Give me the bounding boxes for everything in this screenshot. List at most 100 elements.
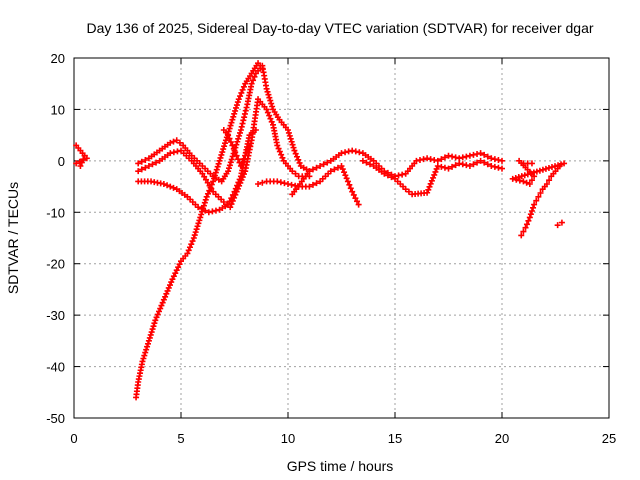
data-point-marker <box>266 112 273 119</box>
data-point-marker <box>526 181 533 187</box>
data-point-marker <box>144 343 151 350</box>
data-point-marker <box>542 165 549 172</box>
data-point-marker <box>354 198 361 205</box>
data-point-marker <box>350 191 357 198</box>
data-point-marker <box>535 193 542 200</box>
data-point-marker <box>232 149 239 156</box>
data-point-marker <box>204 190 211 197</box>
data-point-marker <box>240 83 247 90</box>
data-point-marker <box>206 182 213 189</box>
data-point-marker <box>426 183 433 190</box>
data-point-marker <box>313 164 320 171</box>
data-point-marker <box>388 174 395 181</box>
data-point-marker <box>195 204 202 211</box>
data-point-marker <box>346 181 353 188</box>
data-point-marker <box>201 173 208 180</box>
data-point-marker <box>516 157 523 164</box>
data-point-marker <box>201 199 208 206</box>
data-point-marker <box>239 120 246 127</box>
data-point-marker <box>433 165 440 172</box>
data-point-marker <box>381 170 388 177</box>
data-point-marker <box>477 150 484 157</box>
data-point-marker <box>202 196 209 203</box>
data-point-marker <box>289 168 296 175</box>
data-point-marker <box>73 160 80 167</box>
data-point-marker <box>237 163 244 169</box>
data-point-marker <box>285 181 291 187</box>
data-point-marker <box>208 185 215 192</box>
data-point-marker <box>249 129 256 136</box>
data-point-marker <box>341 169 348 176</box>
data-point-marker <box>456 155 463 162</box>
data-point-marker <box>324 159 331 166</box>
data-point-marker <box>217 154 224 161</box>
x-tick-label: 0 <box>70 431 77 446</box>
data-point-marker <box>527 211 534 218</box>
data-point-marker <box>259 179 266 186</box>
data-point-marker <box>135 168 142 175</box>
x-axis-label: GPS time / hours <box>287 458 394 474</box>
data-point-marker <box>491 163 498 170</box>
data-point-marker <box>145 337 152 344</box>
data-point-marker <box>268 100 275 107</box>
data-point-marker <box>226 198 233 205</box>
data-point-marker <box>144 340 151 347</box>
data-point-marker <box>521 172 528 179</box>
data-point-marker <box>173 267 180 274</box>
data-point-marker <box>241 110 248 117</box>
data-point-marker <box>222 140 229 147</box>
y-tick-label: -20 <box>46 257 65 272</box>
data-point-marker <box>240 156 247 163</box>
data-point-marker <box>184 250 191 257</box>
data-point-marker <box>413 157 420 164</box>
data-point-marker <box>295 156 302 163</box>
data-point-marker <box>530 204 537 211</box>
data-point-marker <box>313 180 320 187</box>
data-point-marker <box>167 139 174 146</box>
data-point-marker <box>235 96 242 103</box>
data-point-marker <box>210 178 217 185</box>
data-point-marker <box>558 161 565 168</box>
data-point-marker <box>342 172 349 179</box>
data-point-marker <box>266 94 273 101</box>
data-point-marker <box>233 102 240 109</box>
data-point-marker <box>263 106 270 113</box>
data-point-marker <box>491 156 498 163</box>
data-point-marker <box>520 228 527 235</box>
data-point-marker <box>452 154 459 161</box>
data-point-marker <box>432 168 439 175</box>
data-point-marker <box>242 107 249 114</box>
y-axis-label: SDTVAR / TECUs <box>5 182 21 294</box>
data-point-marker <box>526 214 533 221</box>
data-point-marker <box>229 142 236 149</box>
data-point-marker <box>459 154 466 161</box>
data-point-marker <box>339 166 346 173</box>
data-point-marker <box>239 159 246 166</box>
data-point-marker <box>202 207 209 214</box>
data-point-marker <box>481 151 488 158</box>
data-point-marker <box>275 145 282 152</box>
data-point-marker <box>227 139 234 145</box>
data-point-marker <box>230 145 237 152</box>
data-point-marker <box>252 127 259 133</box>
data-point-marker <box>278 151 285 158</box>
data-point-marker <box>234 182 241 189</box>
data-point-marker <box>236 132 243 139</box>
data-point-marker <box>338 150 345 157</box>
data-point-marker <box>138 158 145 165</box>
data-point-marker <box>196 217 203 224</box>
data-point-marker <box>228 156 235 163</box>
data-point-marker <box>441 154 448 161</box>
data-point-marker <box>287 135 294 142</box>
data-point-marker <box>518 232 525 239</box>
chart-title: Day 136 of 2025, Sidereal Day-to-day VTE… <box>86 20 593 36</box>
data-point-marker <box>233 152 240 159</box>
data-point-marker <box>533 168 540 175</box>
data-point-marker <box>306 183 313 190</box>
data-point-marker <box>343 175 350 182</box>
x-tick-label: 20 <box>495 431 509 446</box>
data-point-marker <box>452 162 459 169</box>
data-point-marker <box>176 139 183 146</box>
data-point-marker <box>170 273 177 280</box>
data-point-marker <box>285 127 291 133</box>
